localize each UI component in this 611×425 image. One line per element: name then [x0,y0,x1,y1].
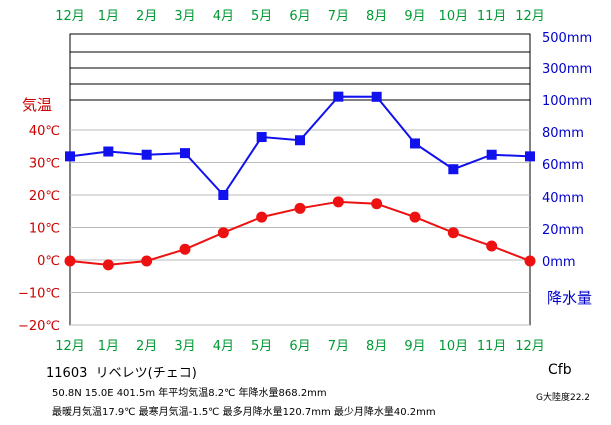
precipitation-point [410,138,420,149]
temp-tick-label: 10℃ [29,222,60,237]
temperature-point [524,255,536,267]
precipitation-point [65,151,75,162]
month-label-top: 6月 [289,9,310,24]
month-label-top: 12月 [515,9,545,24]
month-label-bottom: 12月 [515,339,545,354]
temperature-point [371,198,383,210]
temperature-point [486,240,498,252]
month-label-bottom: 11月 [477,339,507,354]
precipitation-point [486,149,497,160]
precipitation-point [218,189,229,200]
precip-tick-label: 0mm [542,255,576,270]
precipitation-point [525,151,535,162]
month-label-top: 3月 [174,9,195,24]
month-label-bottom: 5月 [251,339,272,354]
month-label-top: 7月 [328,9,349,24]
month-label-top: 1月 [98,9,119,24]
continentality-index: G大陸度22.2 [536,393,591,403]
temperature-point [102,259,114,271]
precip-tick-label: 100mm [542,94,592,109]
temperature-point [64,255,76,267]
temperature-point [256,211,268,223]
precipitation-line [69,95,531,197]
precip-tick-label: 40mm [542,191,584,206]
temperature-point [294,202,306,214]
month-label-bottom: 8月 [366,339,387,354]
month-label-top: 8月 [366,9,387,24]
month-label-top: 11月 [477,9,507,24]
month-label-bottom: 3月 [174,339,195,354]
precipitation-point [256,132,267,143]
month-label-bottom: 9月 [404,339,425,354]
month-label-bottom: 1月 [98,339,119,354]
month-label-bottom: 6月 [289,339,310,354]
month-label-top: 12月 [55,9,85,24]
temperature-point [332,196,344,208]
temperature-point [447,227,459,239]
temperature-point [179,243,191,255]
temp-tick-label: 20℃ [29,189,60,204]
precipitation-point [180,148,190,159]
temperature-point [141,255,153,267]
precipitation-point [295,135,305,146]
temp-axis-label: 気温 [22,96,52,114]
station-details-line1: 50.8N 15.0E 401.5m 年平均気温8.2℃ 年降水量868.2mm [52,388,327,399]
precip-tick-label: 60mm [542,158,584,173]
temp-tick-label: 0℃ [37,254,60,269]
precip-tick-label: 500mm [542,31,592,46]
station-details-line2: 最暖月気温17.9℃ 最寒月気温-1.5℃ 最多月降水量120.7mm 最少月降… [52,407,436,418]
month-label-bottom: 10月 [439,339,469,354]
station-name: リベレツ(チェコ) [95,366,197,381]
precipitation-point [371,91,382,102]
month-label-top: 9月 [404,9,425,24]
precipitation-point [333,91,344,102]
station-id: 11603 [46,366,88,381]
station-header: 11603 リベレツ(チェコ) [46,362,197,381]
temp-tick-label: 40℃ [29,124,60,139]
temperature-point [409,211,421,223]
climate-class: Cfb [548,362,572,378]
month-label-top: 5月 [251,9,272,24]
precip-axis-label: 降水量 [547,289,592,307]
precip-tick-label: 300mm [542,62,592,77]
precip-tick-label: 80mm [542,126,584,141]
precipitation-point [448,164,459,175]
precipitation-point [141,149,152,160]
month-label-top: 4月 [213,9,234,24]
month-label-bottom: 12月 [55,339,85,354]
temperature-point [217,227,229,239]
plot-frame [69,33,531,326]
precipitation-point [103,146,114,157]
temp-tick-label: 30℃ [29,157,60,172]
month-label-top: 2月 [136,9,157,24]
temp-tick-label: −10℃ [18,287,60,302]
month-label-bottom: 4月 [213,339,234,354]
month-label-top: 10月 [439,9,469,24]
precip-tick-label: 20mm [542,223,584,238]
month-label-bottom: 7月 [328,339,349,354]
month-label-bottom: 2月 [136,339,157,354]
temp-tick-label: −20℃ [18,319,60,334]
